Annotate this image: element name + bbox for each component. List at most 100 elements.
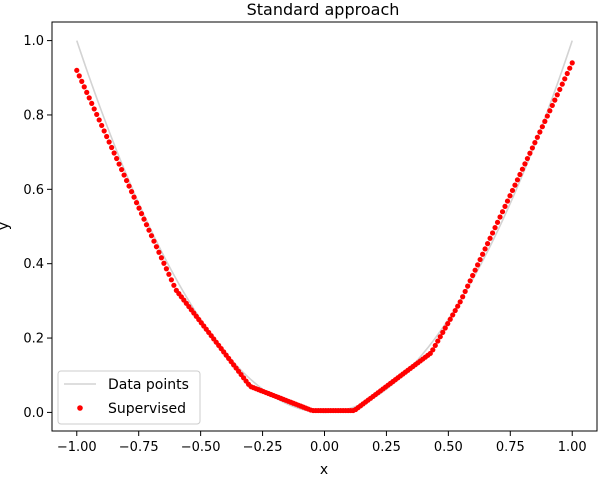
data-point-supervised — [106, 139, 112, 145]
legend-marker-swatch — [77, 405, 83, 411]
data-point-supervised — [104, 133, 110, 140]
data-point-supervised — [133, 200, 140, 206]
data-point-supervised — [437, 334, 443, 340]
data-point-supervised — [480, 251, 486, 257]
data-point-supervised — [549, 102, 555, 109]
data-point-supervised — [475, 262, 481, 268]
y-tick-label: 0.8 — [23, 108, 44, 123]
data-point-supervised — [114, 155, 120, 162]
data-point-supervised — [156, 249, 162, 255]
data-point-supervised — [81, 84, 87, 90]
data-point-supervised — [74, 67, 80, 73]
data-point-supervised — [121, 172, 127, 178]
data-point-supervised — [524, 155, 531, 162]
data-point-supervised — [457, 299, 463, 305]
data-point-supervised — [512, 182, 518, 188]
data-point-supervised — [532, 140, 538, 146]
data-point-supervised — [445, 321, 451, 327]
data-point-supervised — [96, 117, 102, 123]
data-point-supervised — [440, 329, 446, 335]
data-point-supervised — [430, 347, 436, 353]
data-point-supervised — [427, 350, 433, 357]
data-point-supervised — [432, 342, 438, 349]
data-point-supervised — [91, 106, 97, 112]
data-point-supervised — [494, 219, 501, 225]
data-point-supervised — [143, 222, 150, 228]
data-point-supervised — [499, 209, 506, 215]
data-point-supervised — [539, 124, 545, 130]
legend: Data points Supervised — [57, 370, 201, 425]
data-point-supervised — [455, 303, 461, 309]
data-point-supervised — [94, 111, 100, 118]
data-point-supervised — [519, 166, 526, 172]
data-point-supervised — [151, 238, 157, 244]
x-tick-label: −1.00 — [57, 440, 97, 455]
data-point-supervised — [482, 246, 488, 252]
data-point-supervised — [123, 177, 130, 184]
data-point-supervised — [567, 65, 573, 71]
data-point-supervised — [465, 283, 471, 289]
data-point-supervised — [507, 193, 513, 199]
data-point-supervised — [569, 60, 575, 66]
x-axis: −1.00 −0.75 −0.50 −0.25 0.00 0.25 0.50 0.75 1.00 — [57, 431, 587, 455]
data-point-supervised — [472, 267, 478, 273]
data-point-supervised — [557, 86, 563, 93]
y-tick-label: 1.0 — [23, 34, 44, 49]
data-point-supervised — [564, 70, 570, 77]
data-point-supervised — [497, 214, 503, 220]
x-tick-label: −0.50 — [181, 440, 221, 455]
data-point-supervised — [450, 312, 456, 318]
x-tick-label: 0.75 — [496, 440, 525, 455]
data-point-supervised — [161, 260, 167, 266]
data-point-supervised — [118, 166, 125, 173]
data-point-supervised — [435, 338, 441, 344]
data-point-supervised — [79, 78, 85, 84]
y-tick-label: 0.2 — [23, 332, 44, 347]
data-point-supervised — [136, 205, 142, 211]
data-point-supervised — [447, 316, 453, 322]
x-tick-label: 0.50 — [434, 440, 463, 455]
x-axis-label: x — [320, 462, 328, 478]
y-tick-label: 0.0 — [23, 406, 44, 421]
data-point-supervised — [146, 227, 152, 233]
data-point-supervised — [534, 134, 540, 140]
data-point-supervised — [509, 187, 516, 194]
x-tick-label: 1.00 — [558, 440, 587, 455]
data-point-supervised — [517, 171, 523, 178]
y-axis-label: y — [0, 222, 12, 230]
data-point-supervised — [544, 113, 550, 119]
data-point-supervised — [99, 122, 105, 129]
plot-frame — [51, 21, 598, 432]
data-point-supervised — [158, 255, 165, 261]
data-point-supervised — [462, 288, 468, 295]
data-point-supervised — [487, 235, 493, 241]
data-point-supervised — [477, 256, 483, 263]
data-point-supervised — [502, 203, 508, 209]
data-point-supervised — [126, 183, 132, 189]
data-point-supervised — [470, 272, 476, 279]
y-tick-label: 0.4 — [23, 257, 44, 272]
data-point-supervised — [542, 118, 548, 124]
series-line-data-points — [76, 40, 573, 414]
data-point-supervised — [171, 282, 177, 288]
x-tick-label: 0.00 — [310, 440, 339, 455]
data-point-supervised — [86, 95, 92, 101]
y-tick-label: 0.6 — [23, 183, 44, 198]
data-point-supervised — [452, 307, 458, 314]
data-point-supervised — [116, 161, 122, 167]
legend-label-data-points: Data points — [108, 377, 189, 393]
data-point-supervised — [552, 97, 558, 103]
data-point-supervised — [76, 73, 82, 79]
data-point-supervised — [537, 129, 543, 135]
data-point-supervised — [562, 76, 568, 82]
data-point-supervised — [128, 189, 135, 195]
data-point-supervised — [484, 241, 491, 247]
data-point-supervised — [141, 216, 147, 222]
data-point-supervised — [168, 277, 174, 283]
x-tick-label: 0.25 — [372, 440, 401, 455]
data-point-supervised — [529, 145, 535, 151]
data-point-supervised — [109, 144, 115, 151]
data-point-supervised — [138, 211, 145, 217]
data-point-supervised — [101, 128, 107, 134]
